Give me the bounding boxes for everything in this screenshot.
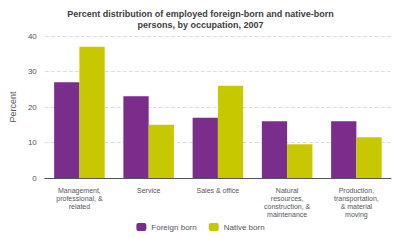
svg-text:40: 40 (28, 32, 37, 41)
svg-text:0: 0 (32, 174, 37, 183)
svg-text:20: 20 (28, 103, 37, 112)
svg-text:transportation,: transportation, (334, 195, 379, 203)
svg-text:persons, by occupation, 2007: persons, by occupation, 2007 (137, 20, 263, 30)
svg-text:Percent distribution of employ: Percent distribution of employed foreign… (67, 9, 334, 19)
svg-text:moving: moving (345, 211, 368, 219)
svg-text:Natural: Natural (276, 187, 299, 194)
svg-text:Native born: Native born (224, 223, 265, 232)
svg-text:resources,: resources, (271, 195, 304, 202)
svg-text:10: 10 (28, 138, 37, 147)
svg-text:Production,: Production, (339, 187, 374, 194)
svg-text:construction, &: construction, & (264, 203, 311, 210)
svg-text:& material: & material (341, 203, 373, 210)
svg-text:maintenance: maintenance (267, 211, 307, 218)
svg-text:30: 30 (28, 67, 37, 76)
svg-text:professional, &: professional, & (56, 195, 103, 203)
svg-text:related: related (69, 203, 91, 210)
svg-text:Management,: Management, (58, 187, 101, 195)
svg-text:Percent: Percent (8, 91, 18, 123)
svg-text:Foreign born: Foreign born (151, 223, 196, 232)
svg-text:Sales & office: Sales & office (197, 187, 240, 194)
svg-text:Service: Service (137, 187, 160, 194)
